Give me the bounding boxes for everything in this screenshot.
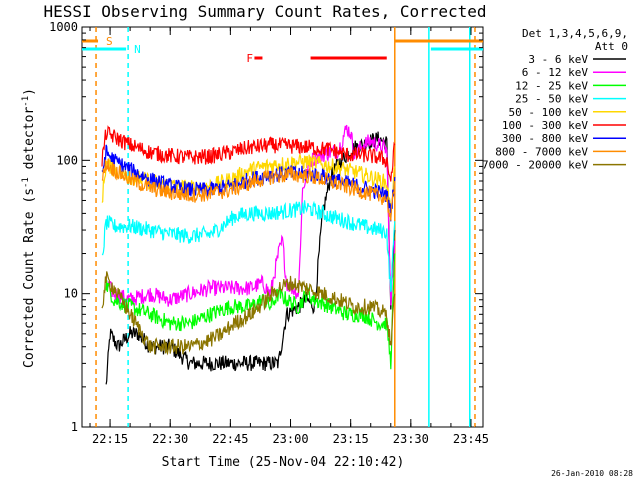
series-line <box>101 125 396 182</box>
series-line <box>101 200 396 292</box>
flag-layer: S N F <box>82 35 483 65</box>
x-tick-label: 23:45 <box>453 432 489 446</box>
ylabel-part-3: ) <box>22 88 37 96</box>
series-line <box>101 271 396 356</box>
y-axis-label: Corrected Count Rate (s-1 detector-1) <box>21 88 37 368</box>
series-layer <box>101 124 396 385</box>
x-tick-label: 23:15 <box>333 432 369 446</box>
plot-frame <box>81 26 484 428</box>
x-tick-label: 22:45 <box>212 432 248 446</box>
x-tick-label: 23:30 <box>393 432 429 446</box>
ylabel-part-1: Corrected Count Rate (s <box>22 188 37 368</box>
x-axis-label: Start Time (25-Nov-04 22:10:42) <box>162 455 405 470</box>
y-tick-label: 1000 <box>49 20 78 34</box>
series-line <box>101 144 396 222</box>
legend-label: 800 - 7000 keV <box>495 145 588 158</box>
y-tick-label: 100 <box>56 153 78 167</box>
legend-header-line-1: Det 1,3,4,5,6,9, <box>522 27 628 40</box>
legend-label: 25 - 50 keV <box>515 93 588 106</box>
legend-label: 6 - 12 keV <box>522 66 589 79</box>
ylabel-superscript-1: -1 <box>21 177 31 188</box>
legend-label: 300 - 800 keV <box>502 132 588 145</box>
x-tick-label: 23:00 <box>272 432 308 446</box>
x-tick-label: 22:15 <box>92 432 128 446</box>
flag-label: S <box>106 35 113 48</box>
legend-label: 7000 - 20000 keV <box>482 159 588 172</box>
ylabel-part-2: detector <box>22 107 37 178</box>
axis-ticks: 22:15 22:30 22:45 23:00 23:15 23:30 23:45 1 10 10… <box>49 20 489 446</box>
ylabel-superscript-2: -1 <box>21 96 31 107</box>
flag-label: F <box>246 52 253 65</box>
legend-label: 3 - 6 keV <box>528 53 588 66</box>
footer-timestamp: 26-Jan-2010 08:28 <box>551 469 633 478</box>
flag-label: N <box>134 43 141 56</box>
legend-header-line-2: Att 0 <box>595 40 628 53</box>
legend-label: 50 - 100 keV <box>509 106 589 119</box>
y-tick-label: 1 <box>71 420 78 434</box>
series-line <box>105 124 396 307</box>
legend-label: 100 - 300 keV <box>502 119 588 132</box>
legend-label: 12 - 25 keV <box>515 79 588 92</box>
x-tick-label: 22:30 <box>152 432 188 446</box>
series-line <box>101 158 396 221</box>
y-tick-label: 10 <box>64 287 78 301</box>
chart-title: HESSI Observing Summary Count Rates, Cor… <box>43 2 486 21</box>
